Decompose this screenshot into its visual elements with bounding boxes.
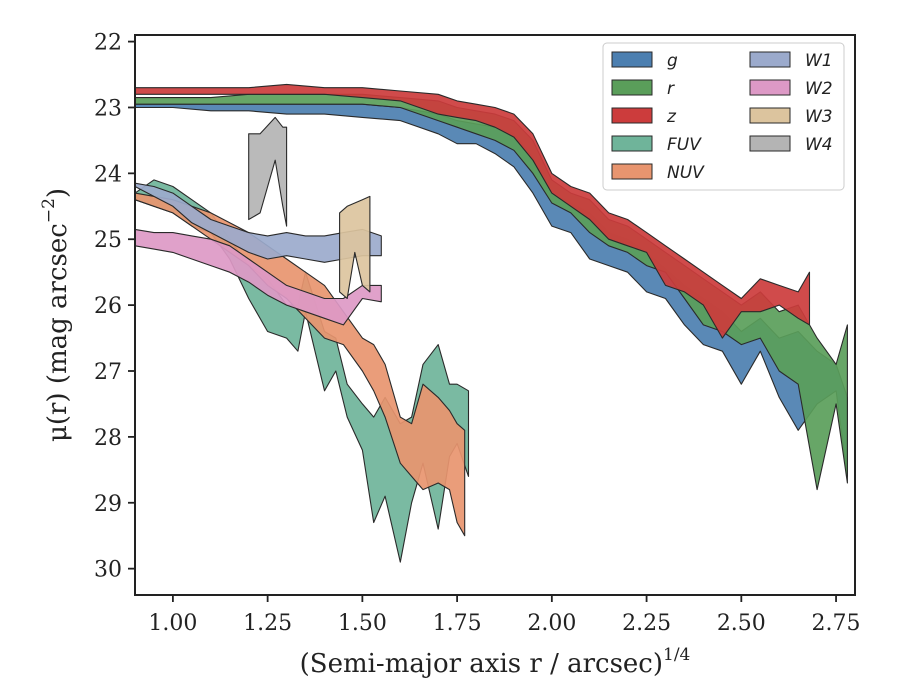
legend-swatch-g [611, 51, 653, 68]
legend: grz FUV NUV W1 W2 W3 W4 [602, 42, 845, 191]
y-tick-label: 26 [94, 294, 122, 319]
legend-label-nuv: NUV [667, 163, 705, 183]
y-axis-title-text: μ(r) (mag arcsec [43, 223, 73, 442]
y-axis-ticks: 22 23 24 25 26 27 28 29 30 [94, 31, 135, 583]
legend-label-w4: W4 [805, 135, 833, 155]
x-tick-label: 1.75 [433, 611, 482, 636]
legend-label-r: r [667, 79, 675, 99]
y-tick-label: 23 [94, 96, 122, 121]
legend-swatch-w1 [749, 51, 791, 68]
legend-swatch-nuv [611, 163, 653, 180]
y-tick-label: 29 [94, 492, 122, 517]
y-tick-label: 22 [94, 31, 122, 56]
legend-swatch-r [611, 79, 653, 96]
y-axis-title-exponent: −2 [39, 198, 59, 223]
x-axis-title-exponent: 1/4 [663, 645, 690, 665]
legend-label-w3: W3 [805, 107, 833, 127]
y-tick-label: 25 [94, 228, 122, 253]
plot-frame [134, 34, 856, 596]
band-w1 [134, 182, 382, 263]
y-tick-label: 27 [94, 360, 122, 385]
legend-label-g: g [667, 51, 678, 71]
legend-swatch-fuv [611, 135, 653, 152]
legend-swatch-w3 [749, 107, 791, 124]
x-tick-label: 2.50 [717, 611, 766, 636]
band-w2 [134, 228, 382, 326]
x-tick-label: 2.25 [622, 611, 671, 636]
x-tick-label: 2.00 [527, 611, 576, 636]
band-z [134, 83, 811, 339]
legend-label-z: z [666, 107, 677, 127]
x-tick-label: 1.25 [243, 611, 292, 636]
profile-bands [134, 83, 848, 563]
x-tick-label: 2.75 [812, 611, 861, 636]
legend-items: grz FUV NUV W1 W2 W3 W4 [611, 51, 833, 183]
x-axis-ticks: 1.00 1.25 1.50 1.75 2.00 2.25 2.50 2.75 [148, 595, 861, 636]
x-axis-title-text: (Semi-major axis r / arcsec) [300, 649, 663, 679]
legend-label-w2: W2 [805, 79, 833, 99]
legend-swatch-w2 [749, 79, 791, 96]
legend-label-fuv: FUV [667, 135, 702, 155]
legend-label-w1: W1 [805, 51, 833, 71]
legend-swatch-z [611, 107, 653, 124]
y-tick-label: 30 [94, 558, 122, 583]
y-axis-title: μ(r) (mag arcsec−2) [39, 188, 73, 442]
band-w3 [339, 195, 371, 300]
y-tick-label: 24 [94, 162, 122, 187]
y-axis-title-close: ) [43, 188, 73, 198]
legend-swatch-w4 [749, 135, 791, 152]
x-tick-label: 1.50 [338, 611, 387, 636]
band-w4 [248, 116, 288, 227]
y-tick-label: 28 [94, 426, 122, 451]
x-tick-label: 1.00 [148, 611, 197, 636]
x-axis-title: (Semi-major axis r / arcsec)1/4 [300, 645, 691, 679]
